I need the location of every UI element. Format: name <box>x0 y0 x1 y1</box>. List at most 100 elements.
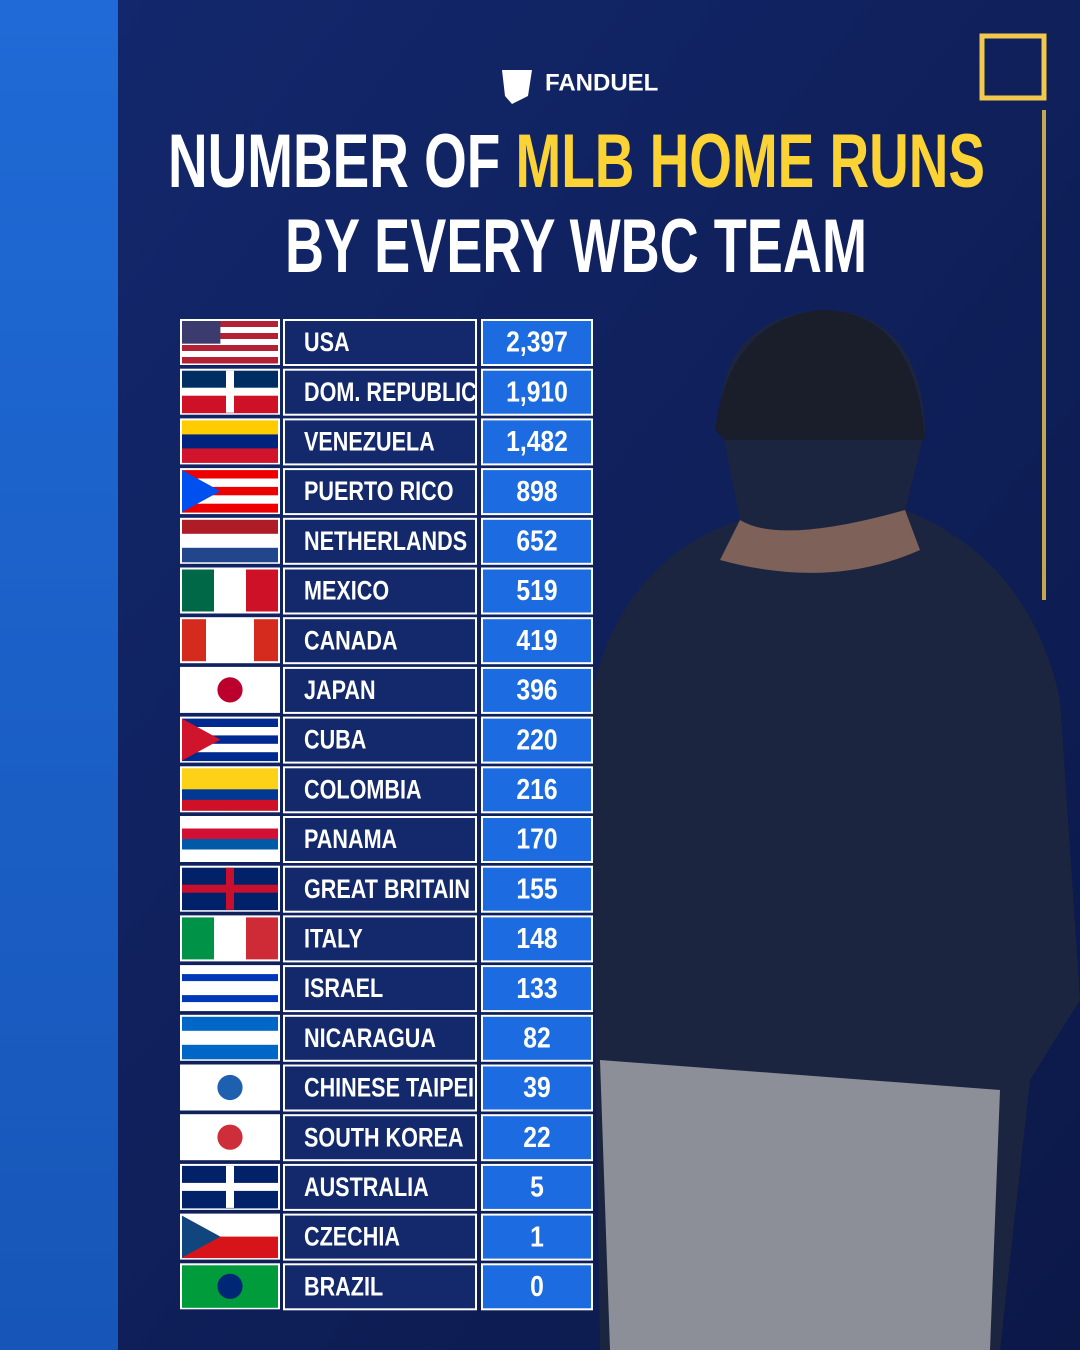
flag-stripe <box>182 1044 278 1060</box>
table-row: ISRAEL 133 <box>283 965 593 1013</box>
flag <box>180 965 280 1012</box>
table-row: VENEZUELA 1,482 <box>283 418 593 466</box>
value-cell <box>481 418 593 466</box>
country-name: NICARAGUA <box>304 1024 436 1054</box>
flag-stripe <box>182 799 278 811</box>
flag-stripe <box>182 495 278 505</box>
flag-stripe <box>182 569 214 612</box>
flag-stripe <box>214 569 246 612</box>
name-cell <box>283 319 477 366</box>
flag-triangle <box>182 470 221 513</box>
table-row: COLOMBIA 216 <box>283 766 593 814</box>
flag-stripe <box>246 569 278 612</box>
flag-stripe <box>182 486 278 496</box>
value-cell <box>481 965 593 1013</box>
flag-stripe <box>182 420 278 435</box>
table-row: JAPAN 396 <box>283 666 593 714</box>
value-wrap: 652 <box>516 525 557 557</box>
name-cell <box>283 1213 477 1261</box>
value-cell <box>481 1163 593 1211</box>
name-wrap: VENEZUELA <box>304 427 435 457</box>
value-cell <box>481 865 593 913</box>
value-cell <box>481 468 593 516</box>
country-name: MEXICO <box>304 576 389 606</box>
flag <box>180 1213 280 1260</box>
table-row: SOUTH KOREA 22 <box>283 1114 593 1162</box>
brand-logo <box>502 70 532 104</box>
flag-stripe <box>182 828 278 840</box>
value-wrap: 82 <box>523 1022 550 1054</box>
name-cell <box>283 865 477 913</box>
home-run-count: 220 <box>516 723 557 755</box>
table: USA 2,397 DOM. REPUBLIC 1,910 VENEZUELA 1,482… <box>180 319 593 1311</box>
value-cell <box>481 716 593 764</box>
value-cell <box>481 1064 593 1112</box>
name-cell <box>283 1014 477 1062</box>
flag-stripe <box>182 849 278 861</box>
name-wrap: MEXICO <box>304 576 389 606</box>
side-panel <box>0 0 118 1350</box>
flag <box>180 816 280 862</box>
name-cell <box>283 965 477 1013</box>
home-run-count: 82 <box>523 1022 550 1054</box>
flag <box>180 666 280 713</box>
flag-stripe <box>182 448 278 463</box>
country-name: USA <box>304 328 350 358</box>
flag-stripe <box>182 974 278 982</box>
flag <box>180 1263 280 1310</box>
brand: FANDUEL <box>502 69 658 104</box>
value-wrap: 419 <box>516 624 557 656</box>
title-line: NUMBER OF MLB HOME RUNS <box>168 119 985 204</box>
name-cell <box>283 468 477 516</box>
name-wrap: CANADA <box>304 626 398 656</box>
country-name: PANAMA <box>304 825 397 855</box>
country-name: PUERTO RICO <box>304 477 454 507</box>
country-name: NETHERLANDS <box>304 527 467 557</box>
flag-stripe <box>254 619 278 662</box>
flag-cross <box>182 1182 278 1191</box>
flag-stripe <box>182 727 278 736</box>
flag <box>180 1014 280 1061</box>
value-cell <box>481 915 593 963</box>
flag-cross <box>182 884 278 893</box>
flag-stripe <box>246 917 278 960</box>
flag-stripe <box>206 619 254 662</box>
flag <box>180 915 280 962</box>
value-cell <box>481 1014 593 1062</box>
title-part: NUMBER OF <box>168 119 500 204</box>
home-run-count: 133 <box>516 972 557 1004</box>
flag-stripe <box>182 967 278 975</box>
name-wrap: BRAZIL <box>304 1272 383 1302</box>
country-name: ITALY <box>304 924 363 954</box>
flag-stripe <box>182 789 278 801</box>
table-row: CHINESE TAIPEI 39 <box>283 1064 593 1112</box>
country-name: DOM. REPUBLIC <box>304 378 477 408</box>
flag <box>180 865 280 912</box>
value-cell <box>481 567 593 615</box>
value-wrap: 0 <box>530 1270 544 1302</box>
frame-square <box>979 33 1047 101</box>
table-row: ITALY 148 <box>283 915 593 963</box>
name-wrap: COLOMBIA <box>304 775 422 805</box>
flag-triangle <box>182 718 221 761</box>
name-wrap: PUERTO RICO <box>304 477 454 507</box>
name-wrap: CHINESE TAIPEI <box>304 1073 474 1103</box>
name-wrap: NETHERLANDS <box>304 527 467 557</box>
country-name: SOUTH KOREA <box>304 1123 464 1153</box>
value-wrap: 1 <box>530 1220 544 1252</box>
table-row: CUBA 220 <box>283 716 593 764</box>
value-wrap: 220 <box>516 723 557 755</box>
value-wrap: 519 <box>516 574 557 606</box>
flag-stripe <box>182 434 278 449</box>
flag-stripe <box>182 619 206 662</box>
name-cell <box>283 1064 477 1112</box>
flag-stripe <box>182 547 278 563</box>
home-run-count: 22 <box>523 1121 550 1153</box>
country-name: GREAT BRITAIN <box>304 875 470 905</box>
table-row: PUERTO RICO 898 <box>283 468 593 516</box>
flag <box>180 1163 280 1210</box>
country-name: CUBA <box>304 726 366 756</box>
value-wrap: 170 <box>516 823 557 855</box>
flag-stripe <box>182 1002 278 1010</box>
flag-stripe <box>182 995 278 1003</box>
